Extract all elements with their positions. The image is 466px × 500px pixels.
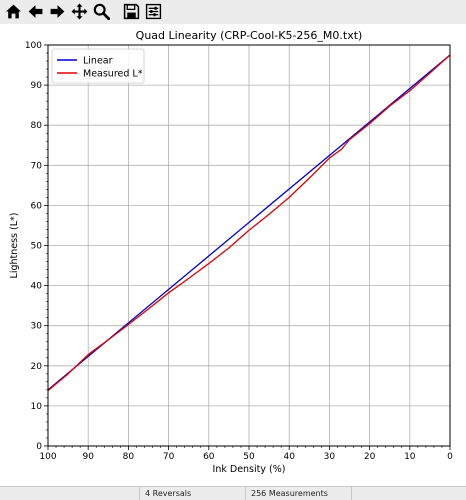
y-tick-label: 50 — [31, 242, 43, 252]
x-tick-label: 50 — [243, 452, 255, 462]
y-tick-label: 70 — [31, 161, 43, 171]
configure-subplots-icon — [145, 3, 161, 19]
series — [47, 54, 451, 392]
x-tick-label: 10 — [404, 452, 416, 462]
x-tick-label: 100 — [39, 452, 56, 462]
x-axis-label: Ink Density (%) — [213, 464, 286, 475]
y-tick-label: 40 — [31, 282, 43, 292]
x-tick-label: 80 — [123, 452, 135, 462]
x-tick-label: 40 — [283, 452, 295, 462]
configure-subplots-button[interactable] — [143, 1, 163, 21]
y-tick-label: 10 — [31, 402, 43, 412]
series-line-measured — [47, 54, 451, 392]
chart-title: Quad Linearity (CRP-Cool-K5-256_M0.txt) — [136, 29, 363, 42]
forward-button[interactable] — [47, 1, 67, 21]
status-bar: 4 Reversals 256 Measurements — [0, 486, 466, 500]
toolbar — [0, 0, 466, 22]
y-axis-label: Lightness (L*) — [9, 213, 20, 279]
zoom-button[interactable] — [91, 1, 111, 21]
y-tick-label: 80 — [31, 121, 43, 131]
save-button[interactable] — [121, 1, 141, 21]
x-tick-label: 30 — [324, 452, 336, 462]
y-tick-label: 90 — [31, 81, 43, 91]
y-tick-label: 20 — [31, 362, 43, 372]
status-reversals: 4 Reversals — [139, 487, 245, 500]
legend-entry: Linear — [83, 56, 113, 67]
x-tick-label: 90 — [82, 452, 94, 462]
back-button[interactable] — [25, 1, 45, 21]
pan-button[interactable] — [69, 1, 89, 21]
status-measurements: 256 Measurements — [245, 487, 351, 500]
figure-canvas[interactable]: 100 90 80 70 60 50 40 30 20 10 0 0 10 20 30 40 50 60 70 80 9… — [0, 24, 466, 486]
y-tick-label: 100 — [25, 41, 42, 51]
x-tick-label: 20 — [364, 452, 376, 462]
forward-arrow-icon — [50, 4, 64, 18]
y-tick-label: 30 — [31, 322, 43, 332]
y-tick-label: 60 — [31, 201, 43, 211]
linearity-chart: 100 90 80 70 60 50 40 30 20 10 0010203040506070809… — [9, 29, 453, 475]
status-empty — [351, 487, 466, 500]
legend-entry: Measured L* — [83, 69, 143, 80]
legend-box — [51, 48, 145, 84]
home-button[interactable] — [3, 1, 23, 21]
zoom-magnifier-icon — [93, 3, 110, 20]
legend: Linear Measured L* — [51, 48, 145, 84]
save-disk-icon — [123, 3, 139, 19]
x-tick-label: 70 — [163, 452, 175, 462]
y-tick-label: 0 — [36, 442, 42, 452]
ticks: 100 90 80 70 60 50 40 30 20 10 0010203040506070809… — [25, 41, 453, 462]
x-tick-label: 60 — [203, 452, 215, 462]
home-icon — [5, 4, 21, 18]
x-tick-label: 0 — [447, 452, 453, 462]
back-arrow-icon — [28, 4, 42, 18]
pan-move-icon — [71, 3, 87, 19]
